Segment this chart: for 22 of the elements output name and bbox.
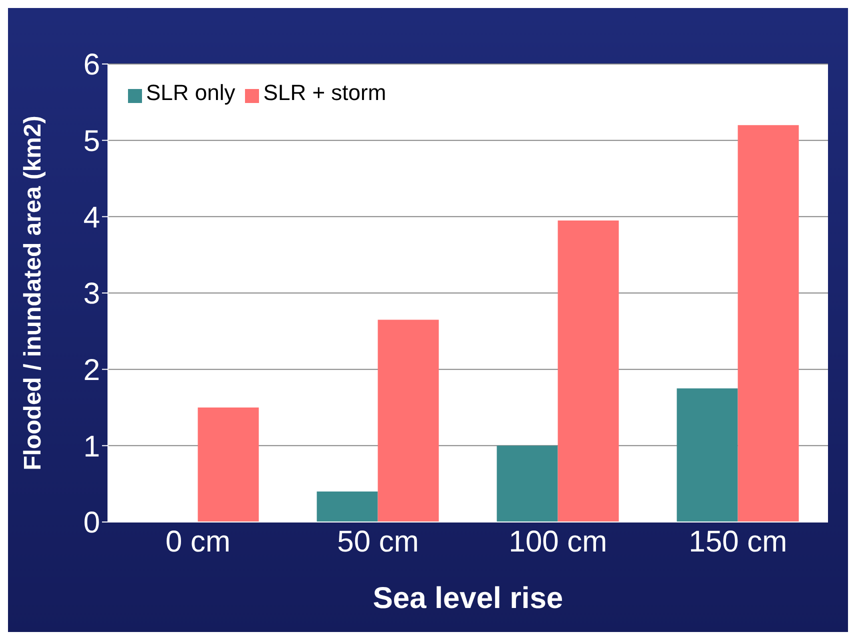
bar [198,408,259,522]
legend-label: SLR + storm [263,80,386,105]
bar [558,220,619,522]
x-tick-label: 150 cm [688,525,788,558]
x-axis-title: Sea level rise [372,582,564,615]
y-tick-label: 2 [83,354,100,387]
legend-label: SLR only [146,80,236,105]
bar [738,125,799,522]
y-tick-label: 5 [83,124,100,158]
y-tick-label: 0 [83,506,100,540]
y-tick-label: 6 [83,48,100,82]
bar [496,446,558,522]
bar [316,491,378,522]
y-tick-label: 4 [83,201,100,234]
y-axis-title: Flooded / inundated area (km2) [20,116,47,470]
bar [676,388,738,522]
bar [378,320,439,522]
x-tick-label: 0 cm [165,525,231,558]
x-tick-label: 50 cm [337,525,419,558]
y-tick-label: 1 [83,430,100,464]
x-tick-label: 100 cm [508,525,608,558]
y-tick-label: 3 [83,278,100,311]
